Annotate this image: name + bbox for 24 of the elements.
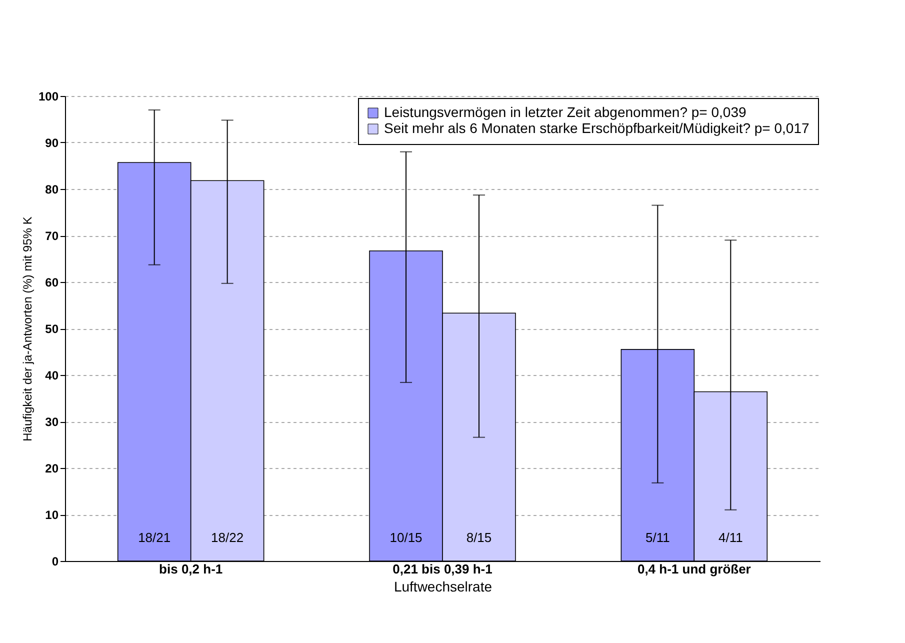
data-label: 10/15 xyxy=(390,530,422,545)
data-label: 4/11 xyxy=(718,530,743,545)
x-axis-title: Luftwechselrate xyxy=(394,578,492,594)
y-tick-label: 30 xyxy=(45,415,59,429)
y-tick-label: 40 xyxy=(45,368,59,382)
y-tick-label: 20 xyxy=(45,462,59,476)
y-tick-label: 10 xyxy=(45,508,59,522)
y-tick-label: 50 xyxy=(45,322,59,336)
x-tick-label: 0,4 h-1 und größer xyxy=(637,562,751,576)
y-tick-label: 0 xyxy=(52,554,59,568)
y-tick-label: 80 xyxy=(45,182,59,196)
data-label: 8/15 xyxy=(466,530,492,545)
data-label: 5/11 xyxy=(646,530,670,545)
legend-label: Seit mehr als 6 Monaten starke Erschöpfbarkeit/Müdigkeit? p= 0,017 xyxy=(384,120,810,136)
y-tick-label: 70 xyxy=(45,229,59,243)
legend-label: Leistungsvermögen in letzter Zeit abgenommen? p= 0,039 xyxy=(384,104,746,120)
data-label: 18/21 xyxy=(138,530,171,545)
y-tick-label: 100 xyxy=(38,90,59,104)
x-tick-label: bis 0,2 h-1 xyxy=(159,562,223,576)
data-label: 18/22 xyxy=(211,530,244,545)
x-tick-label: 0,21 bis 0,39 h-1 xyxy=(392,562,492,576)
y-axis-title: Häufigkeit der ja-Antworten (%) mit 95% K xyxy=(20,216,34,442)
y-tick-label: 90 xyxy=(45,136,59,150)
y-tick-label: 60 xyxy=(45,276,59,290)
